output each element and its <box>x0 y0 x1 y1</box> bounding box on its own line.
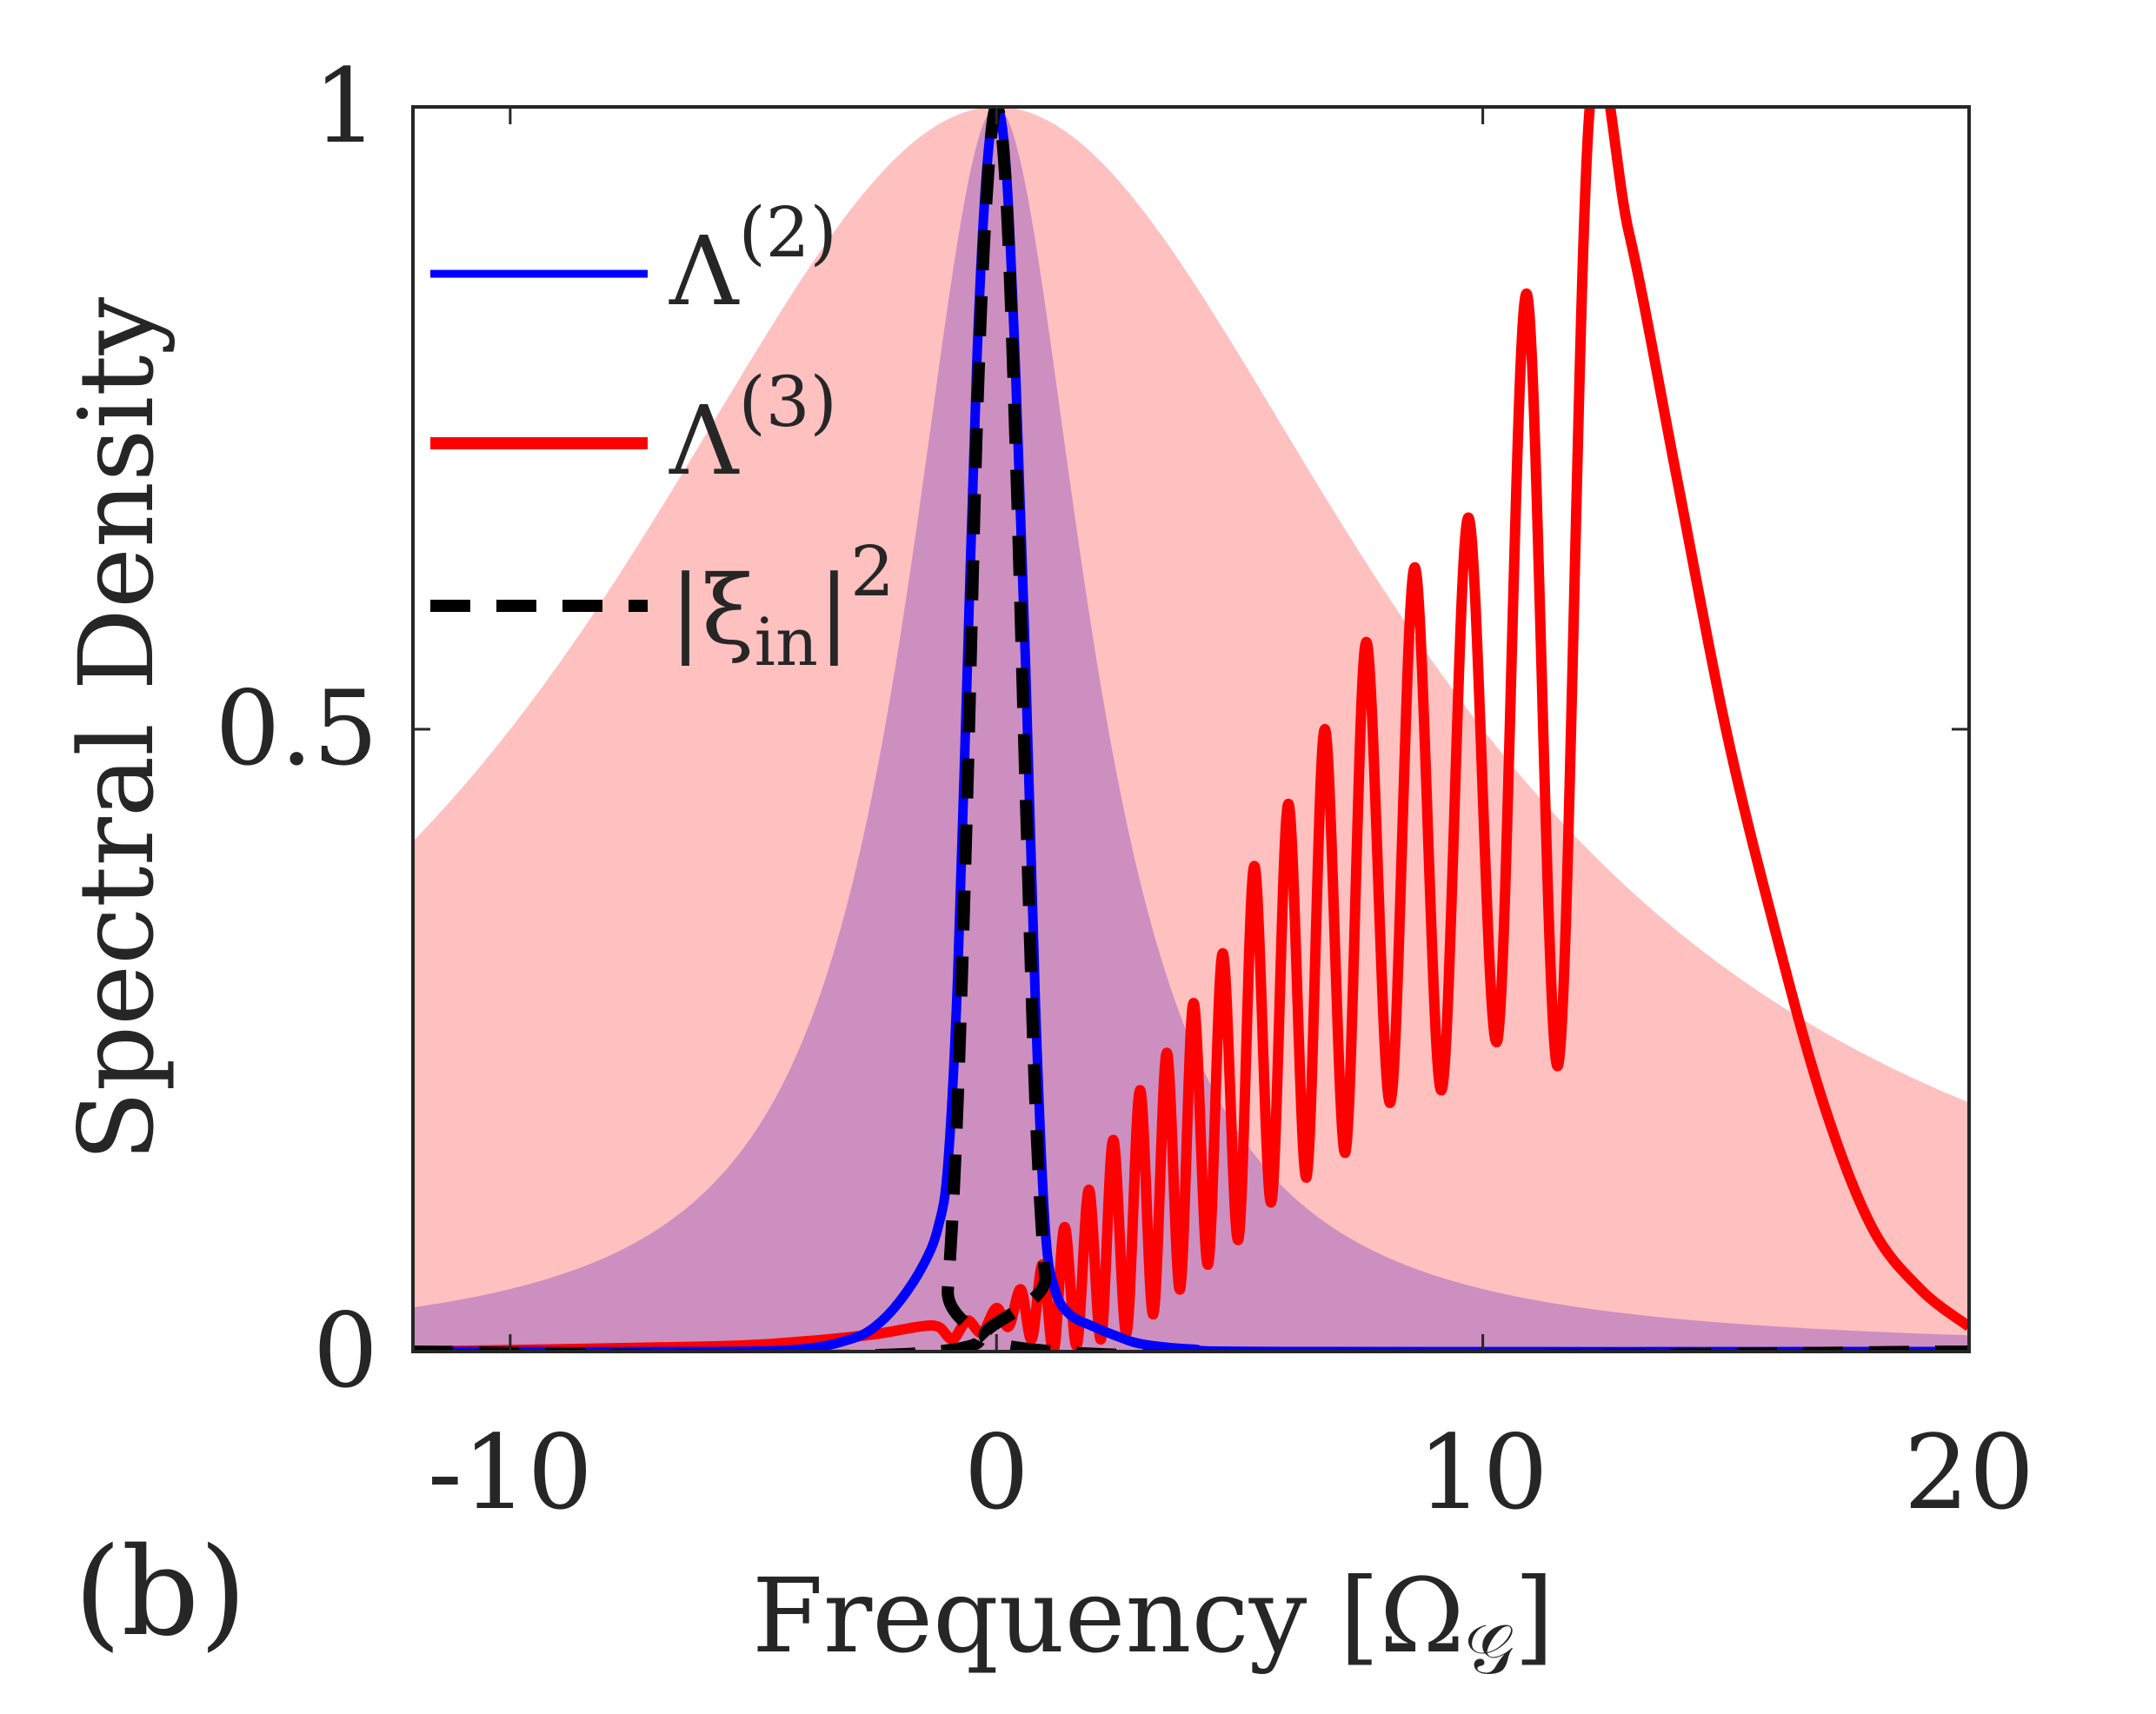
axis-ticks: -10 0 10 20 0 0.5 1 <box>215 46 2034 1532</box>
legend-label-lambda3: Λ(3) <box>669 362 837 496</box>
x-tick-label: 20 <box>1904 1412 2034 1532</box>
y-tick-label: 0 <box>313 1291 378 1411</box>
shaded-band-0 <box>413 107 1969 1352</box>
y-axis-title: Spectral Density <box>57 296 176 1161</box>
x-axis-title-main: Frequency [Ω <box>752 1556 1465 1676</box>
x-axis-title: Frequency [Ω𝒢] <box>752 1556 1554 1690</box>
legend-label-xi: |ξin|2 <box>669 531 895 681</box>
panel-label: (b) <box>74 1522 247 1664</box>
y-tick-label: 0.5 <box>215 668 378 788</box>
x-tick-label: 10 <box>1418 1412 1548 1532</box>
series-xi-line <box>413 107 1969 1352</box>
x-axis-title-subscript: 𝒢 <box>1465 1609 1514 1690</box>
legend-label-lambda2: Λ(2) <box>669 192 837 327</box>
y-tick-label: 1 <box>313 46 378 166</box>
x-tick-label: -10 <box>428 1412 593 1532</box>
legend: Λ(2) Λ(3) |ξin|2 <box>430 192 895 681</box>
x-tick-label: 0 <box>964 1412 1029 1532</box>
x-axis-title-close: ] <box>1514 1556 1554 1676</box>
